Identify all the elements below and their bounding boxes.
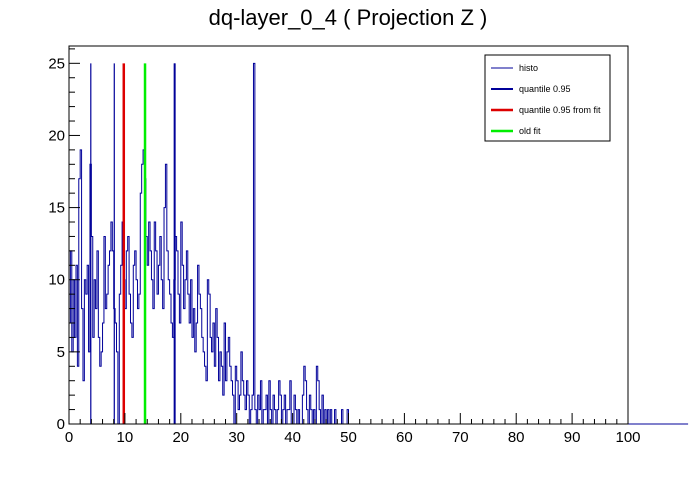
x-tick-label: 90 [564,429,581,446]
y-tick-label: 0 [57,416,65,433]
chart-title: dq-layer_0_4 ( Projection Z ) [209,5,488,30]
x-tick-label: 0 [65,429,73,446]
y-tick-label: 20 [48,127,65,144]
legend: histo quantile 0.95 quantile 0.95 from fit… [484,54,611,142]
vertical-lines-layer [122,63,176,424]
y-tick-label: 5 [57,344,65,361]
y-tick-label: 25 [48,55,65,72]
x-tick-label: 50 [340,429,357,446]
y-tick-label: 10 [48,272,65,289]
legend-label-0: histo [519,63,538,73]
x-tick-label: 20 [172,429,189,446]
x-tick-label: 10 [117,429,134,446]
legend-box [484,54,611,142]
x-tick-label: 80 [508,429,525,446]
x-tick-label: 40 [284,429,301,446]
x-tick-label: 100 [615,429,640,446]
axes-layer: 0 10 20 30 40 50 60 70 80 90 100 0 5 10 15 20 25 [48,48,641,446]
legend-label-3: old fit [519,126,541,136]
x-tick-label: 60 [396,429,413,446]
y-tick-label: 15 [48,200,65,217]
legend-label-1: quantile 0.95 [519,84,571,94]
legend-label-2: quantile 0.95 from fit [519,105,601,115]
x-tick-label: 70 [452,429,469,446]
x-tick-label: 30 [228,429,245,446]
